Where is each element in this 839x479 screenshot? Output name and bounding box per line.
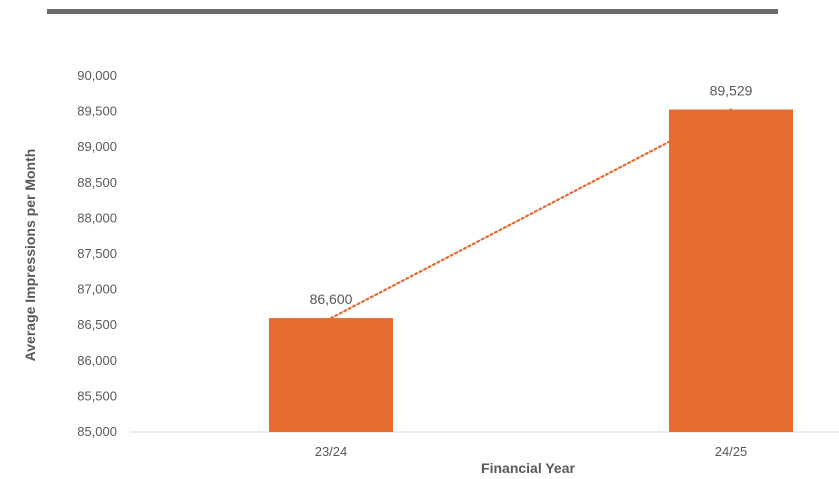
top-decorative-rule bbox=[47, 9, 778, 14]
y-tick-label: 89,500 bbox=[77, 104, 117, 119]
trendline-path bbox=[329, 108, 733, 320]
bars bbox=[269, 109, 793, 432]
y-tick-label: 86,500 bbox=[77, 317, 117, 332]
y-tick-label: 88,000 bbox=[77, 210, 117, 225]
y-tick-label: 89,000 bbox=[77, 139, 117, 154]
trendline bbox=[329, 108, 733, 320]
x-axis-title: Financial Year bbox=[481, 460, 575, 476]
y-tick-label: 86,000 bbox=[77, 353, 117, 368]
data-labels: 86,600 89,529 bbox=[310, 83, 753, 308]
y-tick-label: 88,500 bbox=[77, 175, 117, 190]
bar bbox=[269, 318, 393, 432]
x-tick-label: 24/25 bbox=[715, 444, 748, 459]
y-tick-label: 85,500 bbox=[77, 388, 117, 403]
y-tick-label: 87,500 bbox=[77, 246, 117, 261]
data-label: 86,600 bbox=[310, 291, 353, 307]
y-tick-label: 87,000 bbox=[77, 282, 117, 297]
bar bbox=[669, 109, 793, 432]
y-tick-label: 85,000 bbox=[77, 424, 117, 439]
x-axis-tick-labels: 23/24 24/25 bbox=[315, 444, 748, 459]
y-tick-label: 90,000 bbox=[77, 68, 117, 83]
y-axis-title: Average Impressions per Month bbox=[22, 149, 38, 362]
data-label: 89,529 bbox=[710, 83, 753, 99]
y-axis-tick-labels: 85,000 85,500 86,000 86,500 87,000 87,500 88,0… bbox=[77, 68, 117, 439]
x-tick-label: 23/24 bbox=[315, 444, 348, 459]
